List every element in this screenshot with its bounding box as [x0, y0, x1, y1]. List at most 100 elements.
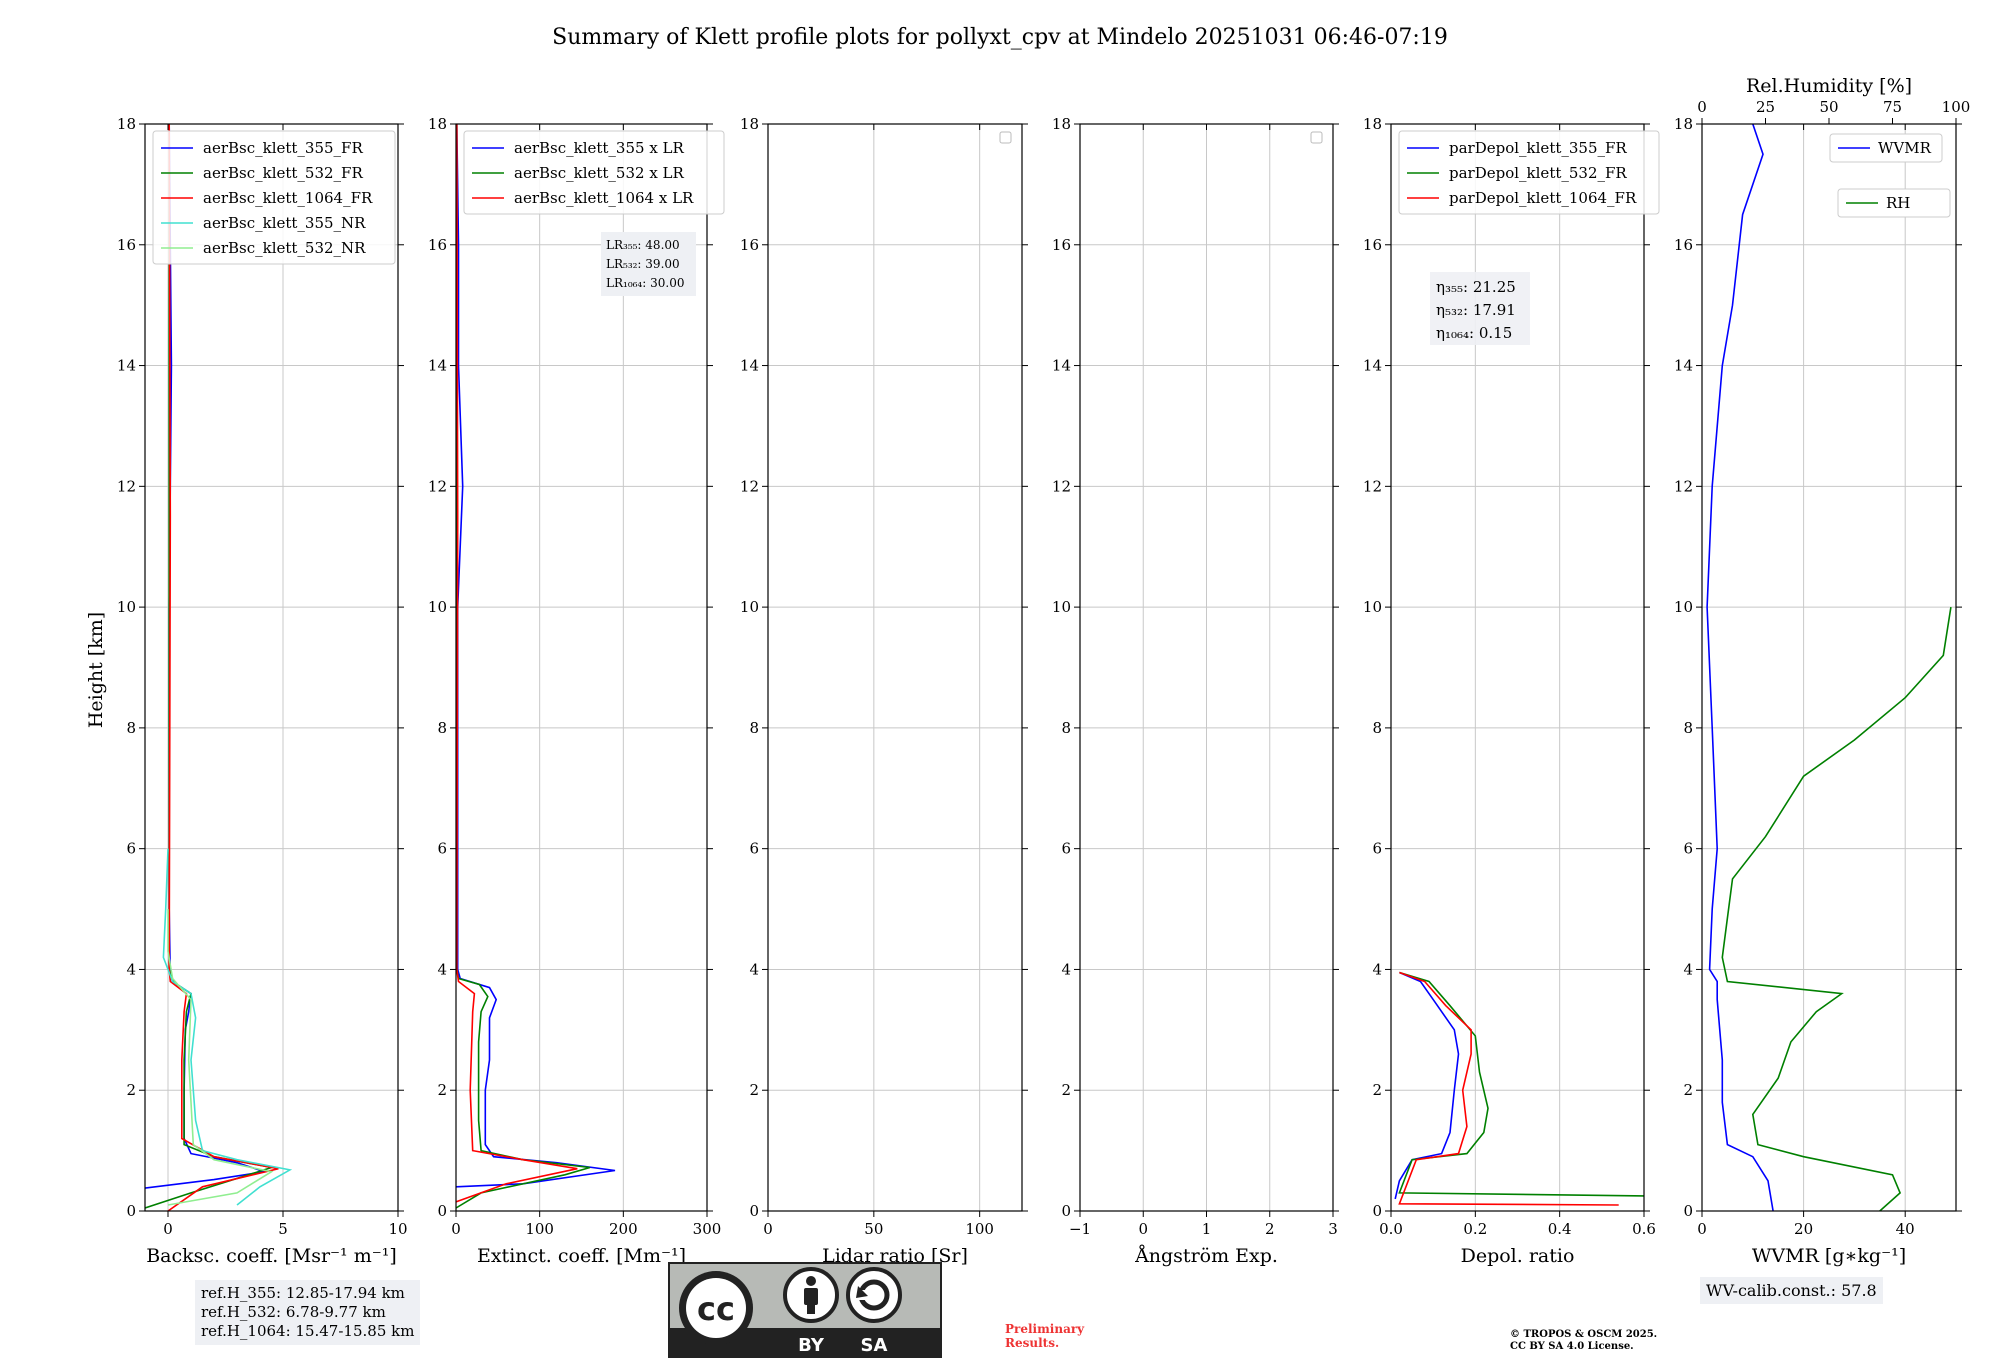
- preliminary-line1: Preliminary: [1005, 1322, 1085, 1336]
- y-tick-label: 6: [1061, 840, 1071, 858]
- legend-label: WVMR: [1878, 139, 1932, 157]
- wv-calib-text: WV-calib.const.: 57.8: [1706, 1281, 1877, 1300]
- x-tick-label: 0: [451, 1220, 461, 1238]
- y-tick-label: 16: [1674, 236, 1693, 254]
- lidar-ratio-text: LR₅₃₂: 39.00: [606, 257, 680, 271]
- panel-ext: 0 2 4 6 8 10 12 14 16 18 0 100 200 300 Extinct. coeff.…: [428, 115, 725, 1267]
- x-tick-label: 1: [1202, 1220, 1212, 1238]
- y-tick-label: 12: [1363, 477, 1382, 495]
- x-tick-label: 0: [1697, 1220, 1707, 1238]
- x-axis-label: WVMR [g∗kg⁻¹]: [1752, 1245, 1906, 1267]
- x-tick-label: 0.0: [1379, 1220, 1403, 1238]
- copyright-note: © TROPOS & OSCM 2025. CC BY SA 4.0 Licen…: [1510, 1329, 1657, 1353]
- empty-legend-box: [999, 131, 1012, 144]
- x-tick-label: 5: [278, 1220, 288, 1238]
- legend-box: [1398, 130, 1660, 215]
- top-x-axis-label: Rel.Humidity [%]: [1746, 75, 1912, 97]
- y-tick-label: 4: [1061, 960, 1071, 978]
- legend-label: aerBsc_klett_1064 x LR: [514, 189, 694, 207]
- sa-label: SA: [861, 1335, 888, 1356]
- series-WVMR: [1706, 124, 1774, 1211]
- panel-lr: 0 2 4 6 8 10 12 14 16 18 0 50 100 Lidar ratio [Sr]: [740, 115, 1028, 1267]
- y-tick-label: 2: [749, 1081, 759, 1099]
- y-tick-label: 10: [117, 598, 136, 616]
- legend-label: aerBsc_klett_355_FR: [203, 139, 363, 157]
- legend-label: aerBsc_klett_532 x LR: [514, 164, 685, 182]
- x-axis-label: Extinct. coeff. [Mm⁻¹]: [477, 1245, 686, 1267]
- y-tick-label: 4: [126, 960, 136, 978]
- y-tick-label: 6: [126, 840, 136, 858]
- y-tick-label: 8: [749, 719, 759, 737]
- ref-height-box: ref.H_355: 12.85-17.94 km ref.H_532: 6.7…: [195, 1280, 421, 1345]
- ref-height-1064: ref.H_1064: 15.47-15.85 km: [201, 1322, 415, 1340]
- y-tick-label: 10: [1674, 598, 1693, 616]
- x-tick-label: 0.2: [1463, 1220, 1487, 1238]
- series-aerBsc_klett_532_NR: [167, 909, 274, 1206]
- axes-frame: [455, 123, 708, 1212]
- axes-frame: [1701, 123, 1957, 1212]
- legend-box: [1837, 188, 1951, 218]
- legend-label: aerBsc_klett_355 x LR: [514, 139, 685, 157]
- axes-frame: [1390, 123, 1645, 1212]
- eta-text: η₅₃₂: 17.91: [1436, 301, 1516, 319]
- y-tick-label: 16: [428, 236, 447, 254]
- legend-label: parDepol_klett_532_FR: [1449, 164, 1627, 182]
- top-x-tick-label: 0: [1697, 98, 1707, 116]
- preliminary-note: Preliminary Results.: [1005, 1322, 1084, 1350]
- series-aerBsc_klett_1064 x LR: [456, 124, 578, 1203]
- eta-text: η₃₅₅: 21.25: [1436, 278, 1516, 296]
- lidar-ratio-text: LR₁₀₆₄: 30.00: [606, 276, 684, 290]
- series-parDepol_klett_355_FR: [1394, 971, 1460, 1200]
- legend-label: aerBsc_klett_1064_FR: [203, 189, 373, 207]
- y-tick-label: 6: [437, 840, 447, 858]
- top-x-tick-label: 100: [1942, 98, 1971, 116]
- axes-frame: [767, 123, 1023, 1212]
- y-tick-label: 4: [1683, 960, 1693, 978]
- x-tick-label: 100: [525, 1220, 554, 1238]
- x-tick-label: 100: [965, 1220, 994, 1238]
- y-tick-label: 0: [1683, 1202, 1693, 1220]
- eta-text: η₁₀₆₄: 0.15: [1436, 324, 1512, 342]
- cc-license-badge: cc BY SA: [668, 1262, 942, 1358]
- y-tick-label: 10: [1052, 598, 1071, 616]
- y-tick-label: 12: [428, 477, 447, 495]
- wv-calib-box: WV-calib.const.: 57.8: [1700, 1277, 1883, 1304]
- x-tick-label: 300: [693, 1220, 722, 1238]
- y-tick-label: 16: [1052, 236, 1071, 254]
- y-tick-label: 12: [1674, 477, 1693, 495]
- legend-box: [1829, 133, 1943, 163]
- x-tick-label: 0: [763, 1220, 773, 1238]
- y-tick-label: 8: [1061, 719, 1071, 737]
- legend-box: [152, 130, 396, 265]
- y-tick-label: 16: [740, 236, 759, 254]
- y-tick-label: 18: [1674, 115, 1693, 133]
- legend-label: aerBsc_klett_355_NR: [203, 214, 366, 232]
- y-tick-label: 16: [117, 236, 136, 254]
- axes-frame: [144, 123, 399, 1212]
- y-tick-label: 0: [1372, 1202, 1382, 1220]
- figure-title: Summary of Klett profile plots for polly…: [552, 25, 1448, 50]
- y-tick-label: 0: [1061, 1202, 1071, 1220]
- series-aerBsc_klett_1064_FR: [167, 124, 279, 1211]
- y-tick-label: 0: [126, 1202, 136, 1220]
- y-tick-label: 18: [428, 115, 447, 133]
- y-tick-label: 2: [1683, 1081, 1693, 1099]
- x-axis-label: Depol. ratio: [1461, 1245, 1575, 1267]
- y-tick-label: 6: [1372, 840, 1382, 858]
- y-tick-label: 8: [126, 719, 136, 737]
- x-axis-label: Backsc. coeff. [Msr⁻¹ m⁻¹]: [146, 1245, 397, 1267]
- x-tick-label: 2: [1265, 1220, 1275, 1238]
- y-tick-label: 2: [1061, 1081, 1071, 1099]
- y-tick-label: 0: [749, 1202, 759, 1220]
- y-tick-label: 14: [1674, 357, 1693, 375]
- y-tick-label: 4: [1372, 960, 1382, 978]
- legend-label: aerBsc_klett_532_NR: [203, 239, 366, 257]
- y-tick-label: 6: [749, 840, 759, 858]
- y-tick-label: 8: [1372, 719, 1382, 737]
- y-tick-label: 8: [1683, 719, 1693, 737]
- copyright-line2: CC BY SA 4.0 License.: [1510, 1341, 1634, 1352]
- lidar-ratio-box: [601, 232, 696, 296]
- y-tick-label: 18: [1052, 115, 1071, 133]
